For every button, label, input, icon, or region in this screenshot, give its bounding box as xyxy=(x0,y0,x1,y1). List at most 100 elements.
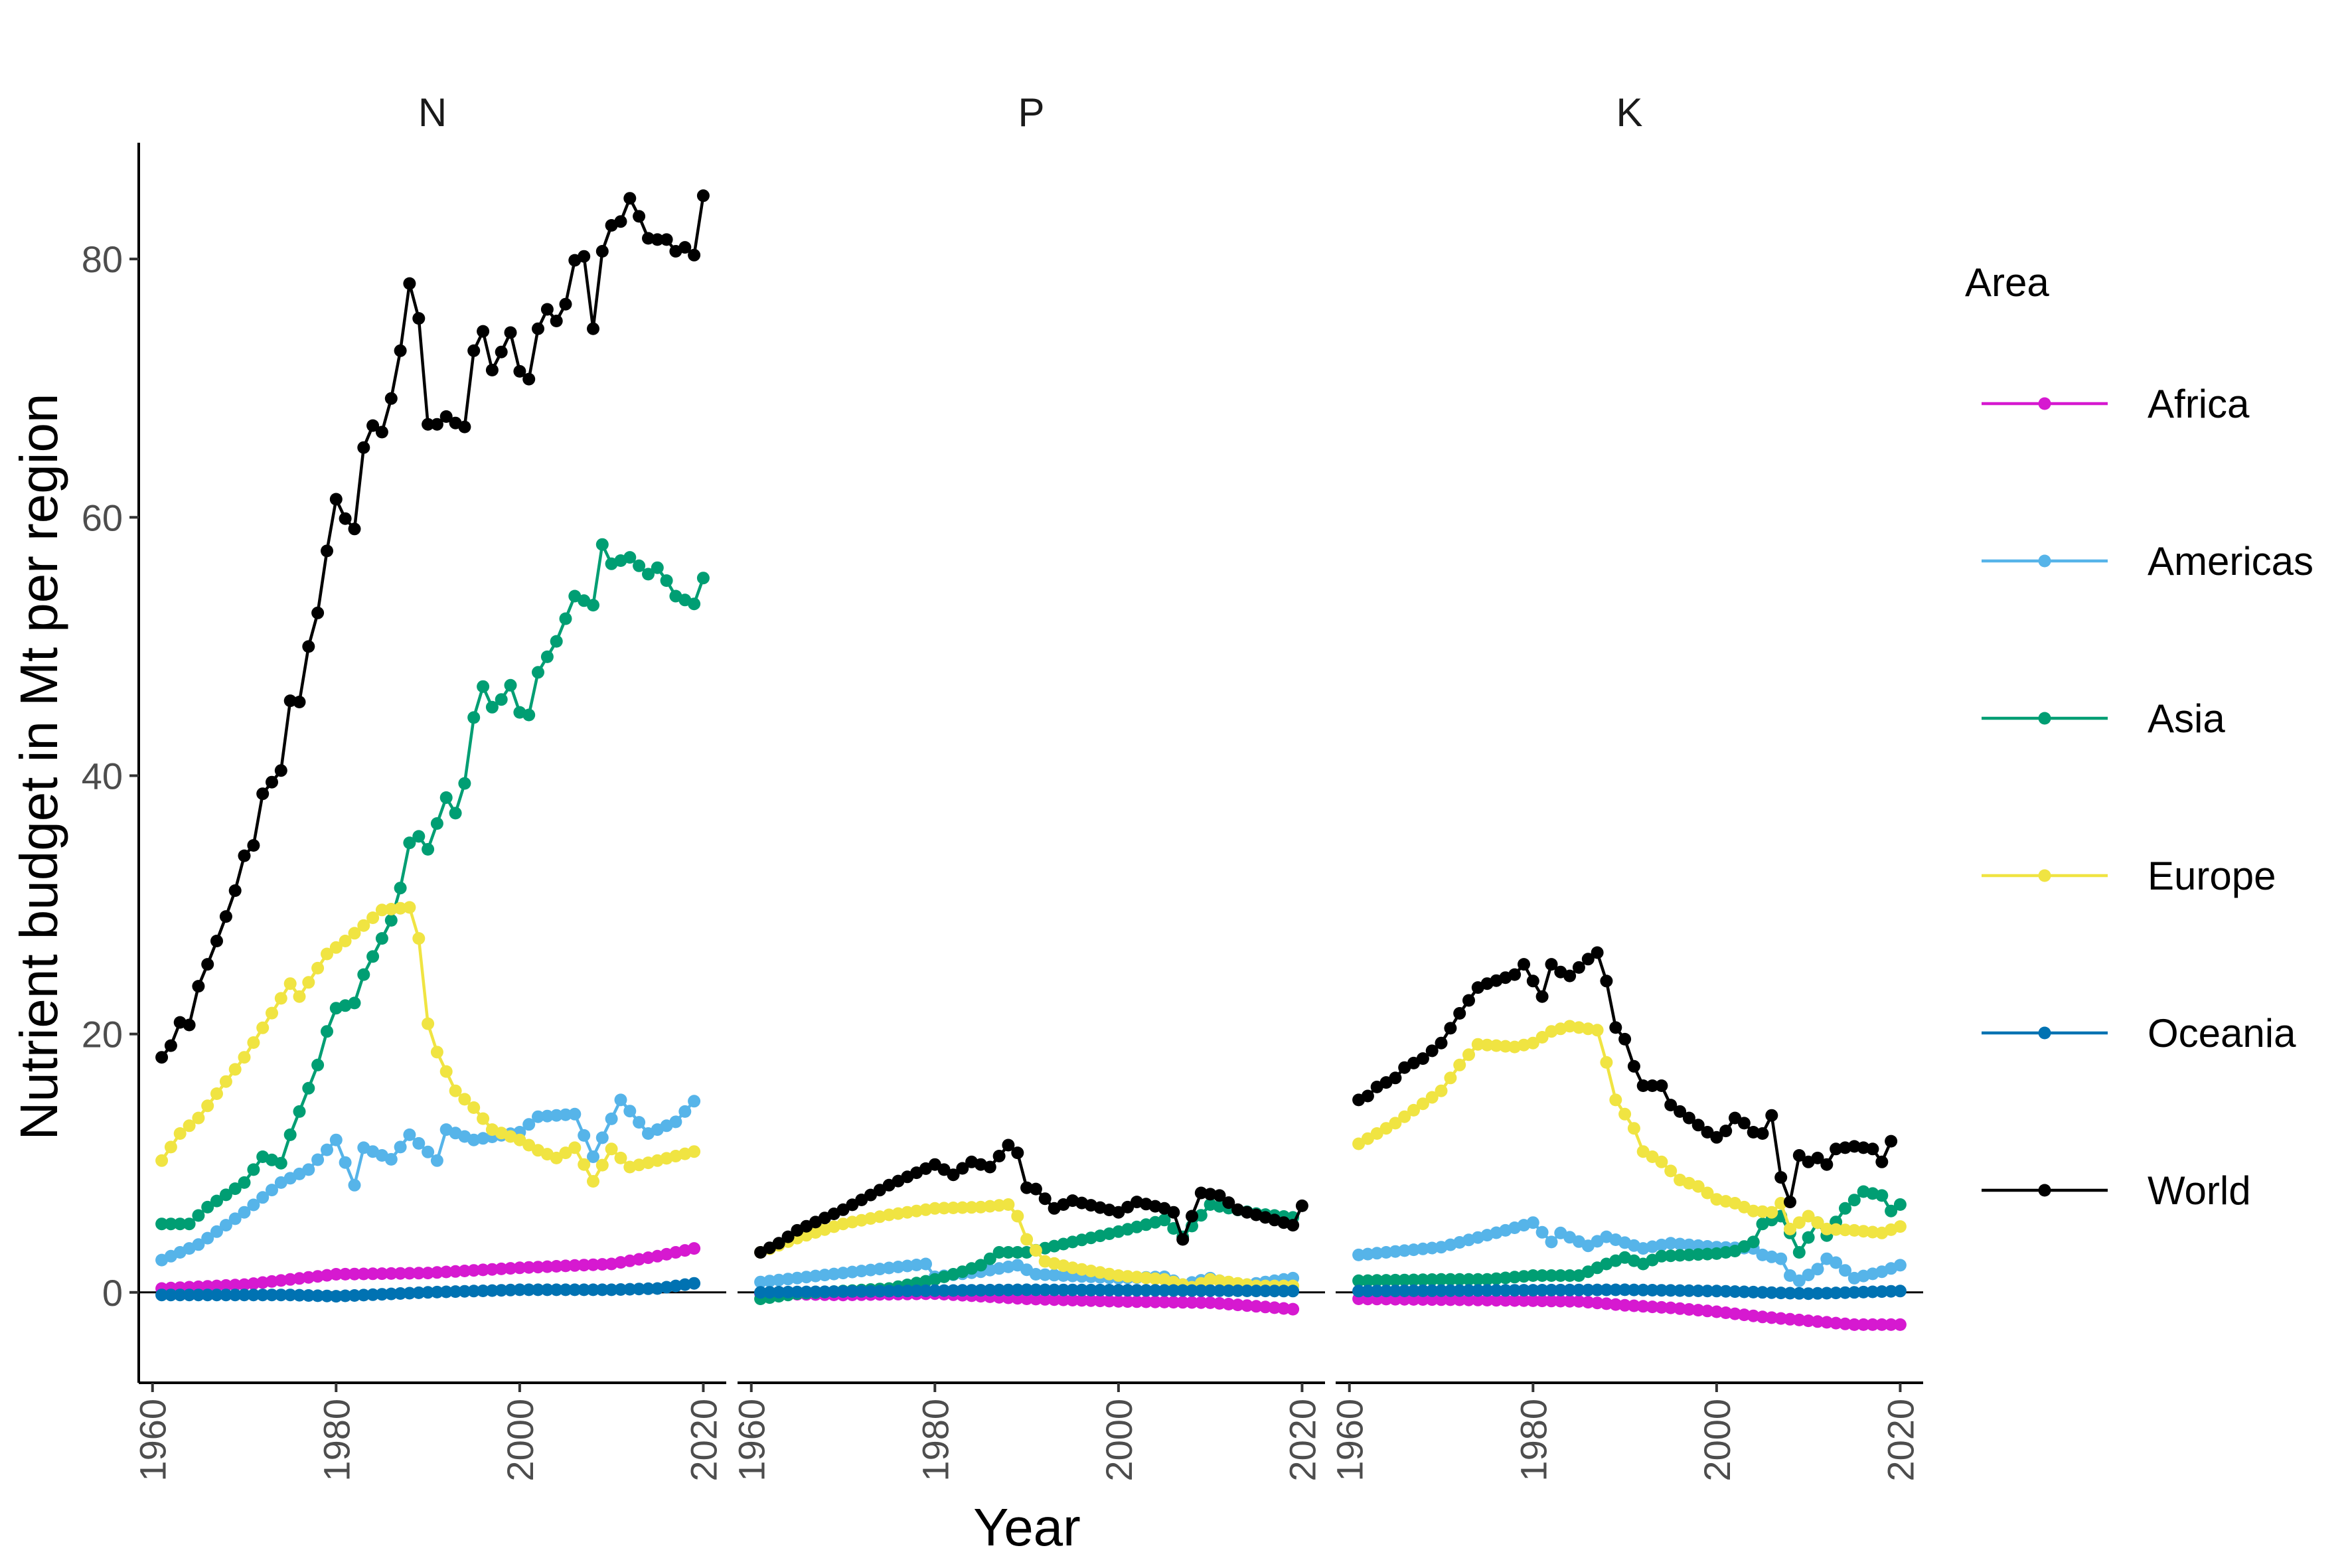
data-point xyxy=(1737,1117,1751,1130)
data-point xyxy=(1194,1209,1208,1222)
data-point xyxy=(1038,1293,1052,1306)
data-point xyxy=(1287,1285,1300,1298)
data-point xyxy=(1112,1206,1125,1219)
legend-item-world: World xyxy=(1982,1168,2251,1213)
data-point xyxy=(1563,1294,1577,1308)
data-point xyxy=(1020,1233,1034,1246)
data-point xyxy=(846,1285,859,1298)
data-point xyxy=(228,884,242,898)
legend-label: World xyxy=(2148,1168,2251,1213)
data-point xyxy=(669,1279,682,1293)
data-point xyxy=(504,678,517,692)
data-point xyxy=(1737,1285,1751,1298)
data-point xyxy=(283,977,297,990)
data-point xyxy=(366,950,380,963)
data-point xyxy=(578,1283,591,1296)
data-point xyxy=(321,544,333,558)
data-point xyxy=(1802,1287,1815,1300)
data-point xyxy=(1600,1283,1613,1296)
data-point xyxy=(422,1145,435,1158)
data-point xyxy=(791,1285,804,1298)
data-point xyxy=(1518,1284,1530,1297)
data-point xyxy=(348,1267,361,1281)
legend-key-point xyxy=(2038,712,2051,725)
data-point xyxy=(688,1145,701,1158)
legend-key-point xyxy=(2038,869,2051,882)
data-point xyxy=(1518,958,1530,971)
data-point xyxy=(1811,1287,1824,1300)
data-point xyxy=(1352,1274,1366,1287)
data-point xyxy=(1802,1231,1815,1244)
data-point xyxy=(439,1065,453,1078)
data-point xyxy=(219,1279,232,1292)
data-point xyxy=(1719,1285,1733,1298)
data-point xyxy=(522,1261,536,1274)
data-point xyxy=(1554,1294,1567,1308)
data-point xyxy=(477,680,490,693)
data-point xyxy=(956,1284,969,1297)
data-point xyxy=(1691,1119,1705,1132)
data-point xyxy=(928,1284,941,1297)
data-point xyxy=(1674,1249,1687,1262)
data-point xyxy=(1618,1283,1632,1296)
data-point xyxy=(439,410,453,423)
data-point xyxy=(928,1202,941,1215)
data-point xyxy=(403,901,416,914)
data-point xyxy=(550,1109,563,1122)
data-point xyxy=(504,1262,517,1275)
data-point xyxy=(311,1270,325,1283)
data-point xyxy=(1167,1296,1180,1309)
data-point xyxy=(855,1285,868,1298)
data-point xyxy=(1664,1237,1678,1250)
data-point xyxy=(1893,1220,1907,1233)
data-point xyxy=(578,250,591,263)
data-point xyxy=(449,1265,462,1278)
data-point xyxy=(1646,1300,1659,1314)
data-point xyxy=(430,1266,443,1279)
data-point xyxy=(1416,1284,1429,1297)
data-point xyxy=(559,1146,572,1160)
data-point xyxy=(458,1265,471,1277)
data-point xyxy=(1287,1302,1300,1316)
data-point xyxy=(458,1285,471,1298)
facet-label-P: P xyxy=(1018,90,1044,135)
data-point xyxy=(1352,1248,1366,1261)
data-point xyxy=(781,1230,795,1243)
data-point xyxy=(1002,1283,1015,1296)
data-point xyxy=(348,522,361,536)
data-point xyxy=(550,635,563,648)
data-point xyxy=(164,1217,177,1231)
data-point xyxy=(1774,1252,1788,1265)
data-point xyxy=(623,551,637,564)
data-point xyxy=(1379,1285,1393,1298)
data-point xyxy=(1029,1244,1042,1257)
data-point xyxy=(623,1283,637,1296)
data-point xyxy=(568,1107,582,1121)
data-point xyxy=(1682,1284,1695,1297)
data-point xyxy=(1554,1283,1567,1296)
data-point xyxy=(394,902,407,915)
data-point xyxy=(595,1131,609,1144)
data-point xyxy=(937,1284,951,1297)
data-point xyxy=(192,1209,205,1222)
data-point xyxy=(864,1285,877,1298)
data-point xyxy=(164,1039,177,1052)
data-point xyxy=(228,1182,242,1196)
data-point xyxy=(155,1217,169,1231)
data-point xyxy=(247,1277,260,1291)
data-point xyxy=(256,1191,270,1204)
data-point xyxy=(754,1286,767,1299)
legend-item-europe: Europe xyxy=(1982,854,2276,898)
legend-item-asia: Asia xyxy=(1982,696,2225,741)
data-point xyxy=(1729,1285,1741,1298)
data-point xyxy=(532,666,544,679)
data-point xyxy=(974,1200,987,1214)
data-point xyxy=(1756,1205,1769,1218)
data-point xyxy=(1084,1283,1097,1296)
series-asia xyxy=(155,538,710,1231)
data-point xyxy=(836,1267,850,1280)
data-point xyxy=(513,1133,526,1146)
data-point xyxy=(1462,1048,1475,1061)
data-point xyxy=(522,1283,536,1296)
data-point xyxy=(1075,1283,1089,1296)
